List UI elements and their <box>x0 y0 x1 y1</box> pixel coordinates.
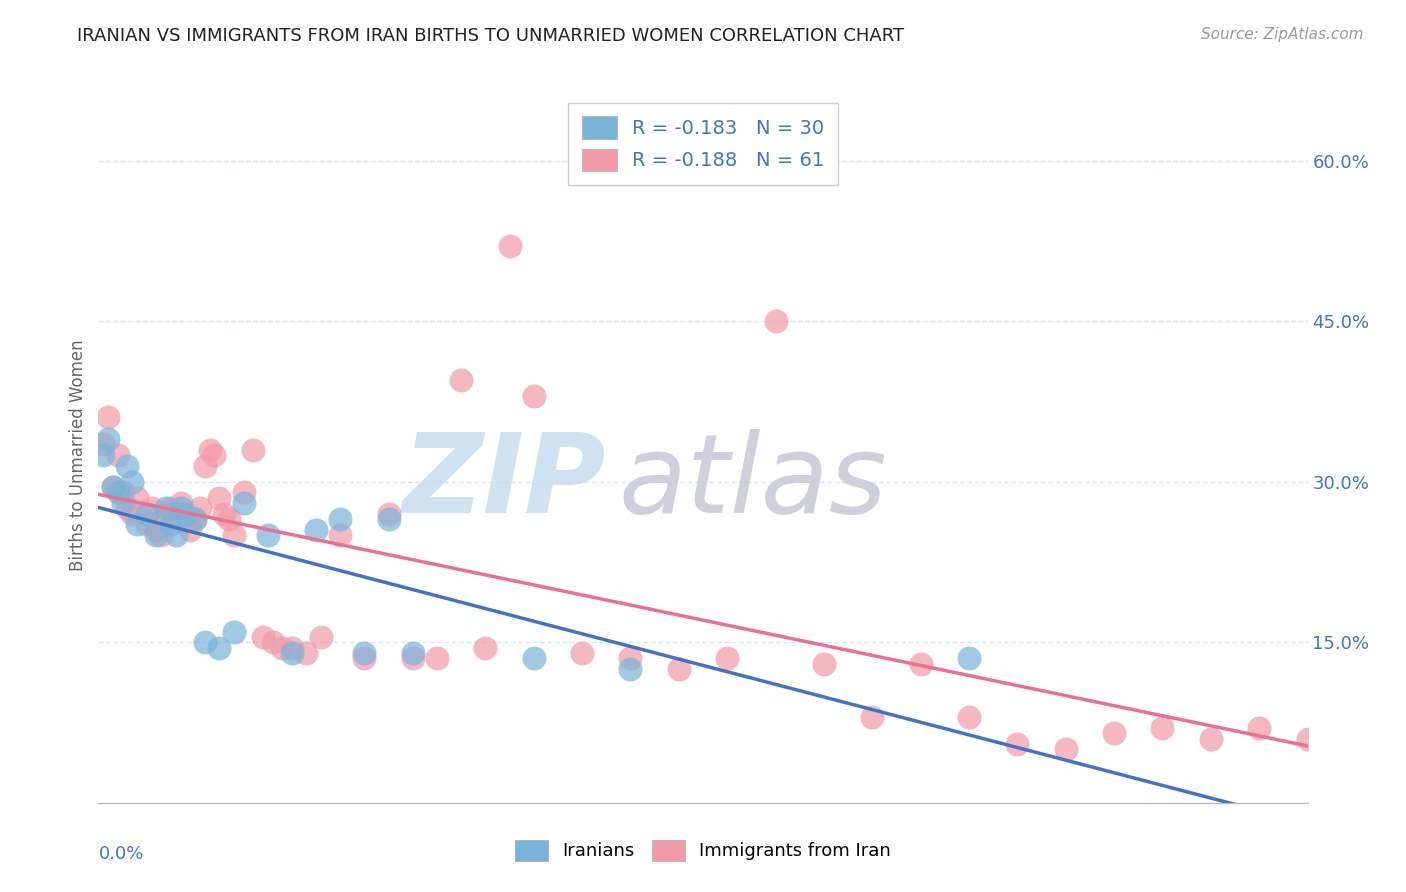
Point <box>141 501 163 516</box>
Point <box>668 662 690 676</box>
Point <box>571 646 593 660</box>
Point <box>97 432 120 446</box>
Point <box>160 501 183 516</box>
Text: Source: ZipAtlas.com: Source: ZipAtlas.com <box>1201 27 1364 42</box>
Point <box>377 507 399 521</box>
Point <box>242 442 264 457</box>
Point <box>957 651 980 665</box>
Point <box>145 528 167 542</box>
Point <box>232 496 254 510</box>
Point <box>212 507 235 521</box>
Point <box>135 517 157 532</box>
Point <box>127 517 149 532</box>
Point <box>256 528 278 542</box>
Point <box>127 491 149 505</box>
Point <box>150 528 173 542</box>
Point <box>252 630 274 644</box>
Point <box>1007 737 1029 751</box>
Point <box>107 448 129 462</box>
Point <box>97 410 120 425</box>
Point <box>222 528 245 542</box>
Point <box>169 501 191 516</box>
Point <box>218 512 240 526</box>
Point <box>619 651 641 665</box>
Point <box>377 512 399 526</box>
Point <box>91 448 114 462</box>
Point <box>1152 721 1174 735</box>
Point <box>135 507 157 521</box>
Point <box>117 458 139 473</box>
Point <box>329 512 352 526</box>
Point <box>305 523 328 537</box>
Point <box>498 239 520 253</box>
Point <box>222 624 245 639</box>
Point <box>1296 731 1319 746</box>
Point <box>619 662 641 676</box>
Point <box>353 646 375 660</box>
Text: IRANIAN VS IMMIGRANTS FROM IRAN BIRTHS TO UNMARRIED WOMEN CORRELATION CHART: IRANIAN VS IMMIGRANTS FROM IRAN BIRTHS T… <box>77 27 904 45</box>
Point <box>281 646 304 660</box>
Point <box>402 651 425 665</box>
Point <box>165 528 187 542</box>
Point <box>271 640 294 655</box>
Point <box>765 314 787 328</box>
Point <box>426 651 449 665</box>
Point <box>523 389 546 403</box>
Point <box>121 475 143 489</box>
Y-axis label: Births to Unmarried Women: Births to Unmarried Women <box>69 339 87 571</box>
Point <box>281 640 304 655</box>
Point <box>160 517 183 532</box>
Point <box>145 523 167 537</box>
Point <box>184 512 207 526</box>
Point <box>329 528 352 542</box>
Point <box>101 480 124 494</box>
Point <box>165 512 187 526</box>
Point <box>121 507 143 521</box>
Legend: R = -0.183   N = 30, R = -0.188   N = 61: R = -0.183 N = 30, R = -0.188 N = 61 <box>568 103 838 185</box>
Point <box>155 501 177 516</box>
Point <box>194 458 217 473</box>
Point <box>188 501 211 516</box>
Point <box>208 491 231 505</box>
Point <box>860 710 883 724</box>
Point <box>169 496 191 510</box>
Point <box>813 657 835 671</box>
Point <box>198 442 221 457</box>
Point <box>1054 742 1077 756</box>
Point <box>262 635 284 649</box>
Point <box>1199 731 1222 746</box>
Point <box>716 651 738 665</box>
Point <box>957 710 980 724</box>
Text: atlas: atlas <box>619 429 887 536</box>
Point <box>194 635 217 649</box>
Point <box>232 485 254 500</box>
Text: ZIP: ZIP <box>402 429 606 536</box>
Point <box>179 523 201 537</box>
Point <box>353 651 375 665</box>
Point <box>309 630 332 644</box>
Point <box>101 480 124 494</box>
Point <box>474 640 496 655</box>
Point <box>910 657 932 671</box>
Point <box>1344 715 1367 730</box>
Point <box>450 373 472 387</box>
Point <box>184 512 207 526</box>
Point <box>1102 726 1125 740</box>
Point <box>208 640 231 655</box>
Point <box>155 507 177 521</box>
Point <box>117 501 139 516</box>
Text: 0.0%: 0.0% <box>98 845 143 863</box>
Point <box>295 646 318 660</box>
Point <box>523 651 546 665</box>
Legend: Iranians, Immigrants from Iran: Iranians, Immigrants from Iran <box>506 830 900 870</box>
Point <box>174 507 197 521</box>
Point <box>174 507 197 521</box>
Point <box>402 646 425 660</box>
Point <box>111 485 134 500</box>
Point <box>204 448 226 462</box>
Point <box>111 496 134 510</box>
Point <box>91 437 114 451</box>
Point <box>1249 721 1271 735</box>
Point <box>107 485 129 500</box>
